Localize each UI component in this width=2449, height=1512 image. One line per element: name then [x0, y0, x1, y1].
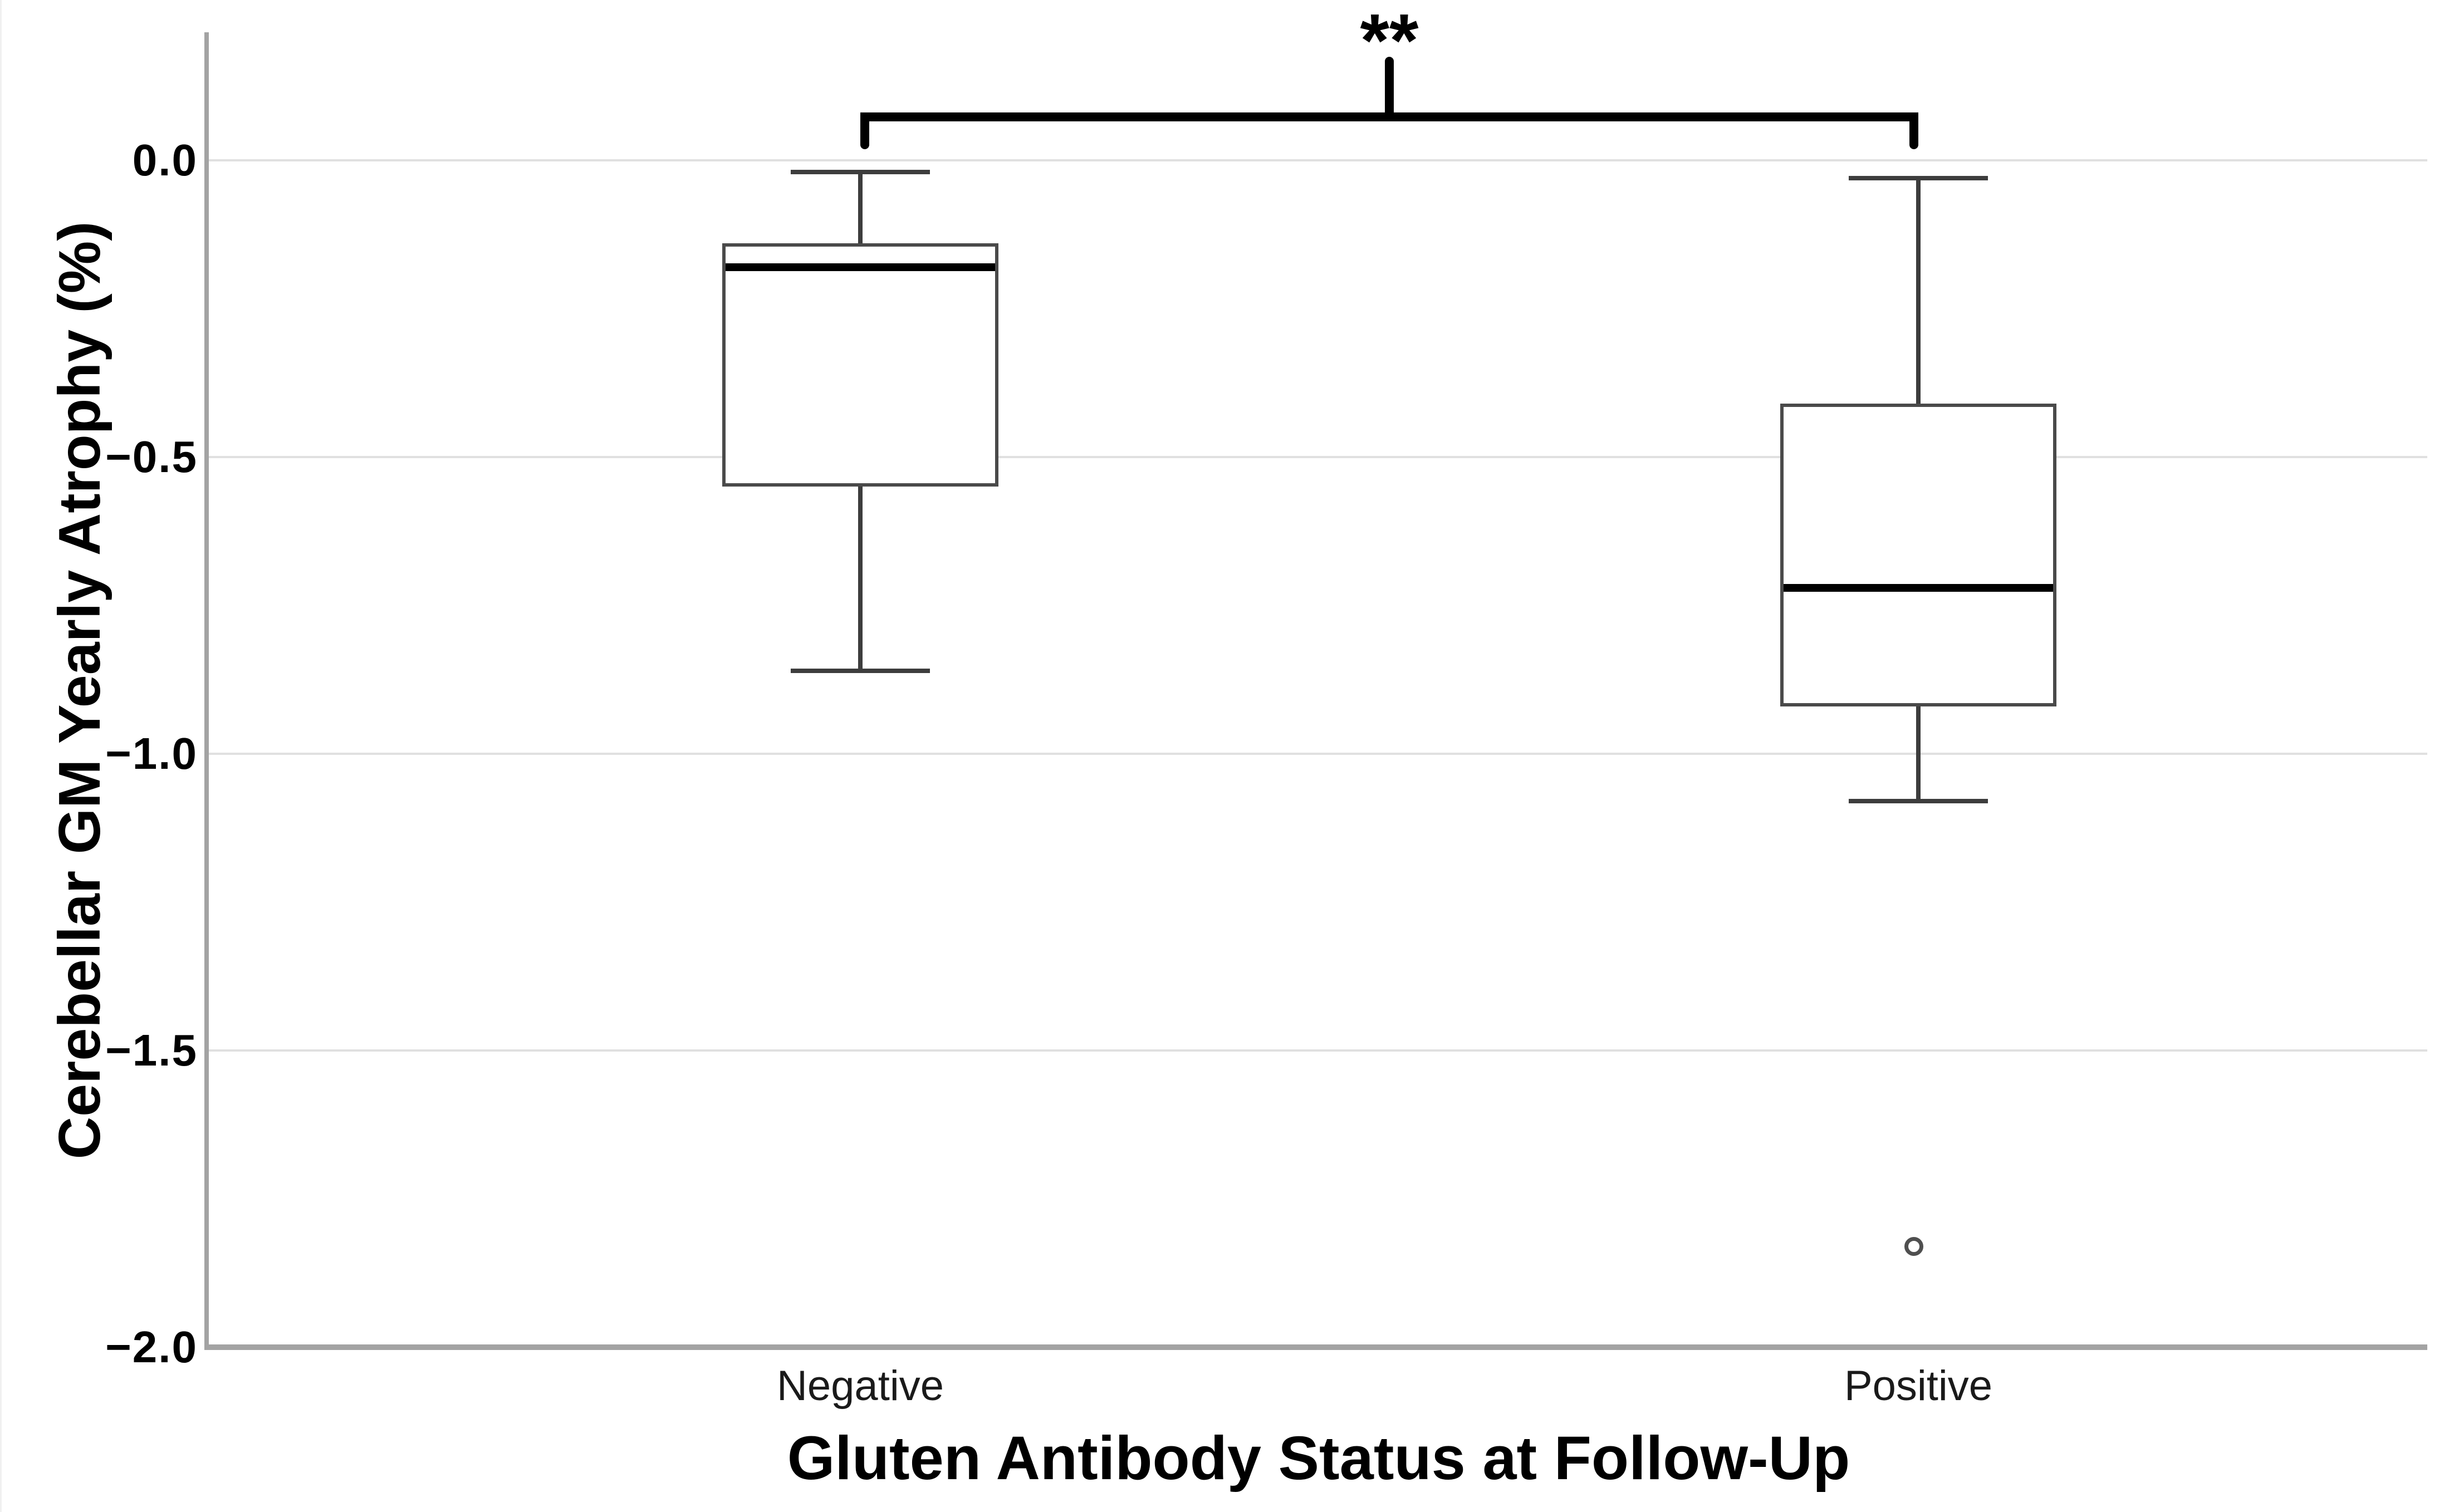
y-tick-label: 0.0 [132, 135, 198, 185]
y-tick-label: −0.5 [105, 432, 198, 482]
upper-whisker-cap [791, 170, 930, 175]
lower-whisker-cap [1849, 799, 1988, 804]
iqr-box [722, 243, 998, 487]
gridline [207, 1049, 2427, 1052]
significance-label: ** [1360, 0, 1419, 82]
gridline [207, 456, 2427, 458]
bracket-center-nub [1385, 57, 1394, 118]
y-tick-label: −1.5 [105, 1025, 198, 1075]
upper-whisker [1916, 178, 1921, 404]
x-axis-title: Gluten Antibody Status at Follow-Up [787, 1424, 1850, 1493]
bracket-right-end [1909, 112, 1918, 149]
x-axis-line [204, 1344, 2427, 1350]
y-tick-label: −1.0 [105, 729, 198, 778]
upper-whisker [858, 172, 863, 244]
y-axis-line [204, 32, 209, 1350]
gridline [207, 159, 2427, 161]
y-axis-title: Cerebellar GM Yearly Atrophy (%) [47, 221, 112, 1160]
gridline [207, 753, 2427, 755]
iqr-box [1780, 404, 2056, 706]
lower-whisker [858, 487, 863, 671]
lower-whisker [1916, 706, 1921, 802]
x-category-label: Positive [1844, 1362, 1993, 1410]
median-line [726, 263, 995, 271]
y-tick-label: −2.0 [105, 1322, 198, 1372]
median-line [1784, 583, 2053, 592]
x-category-label: Negative [777, 1362, 944, 1410]
bracket-left-end [860, 112, 869, 149]
upper-whisker-cap [1849, 175, 1988, 180]
outlier-point [1904, 1236, 1923, 1256]
lower-whisker-cap [791, 668, 930, 673]
